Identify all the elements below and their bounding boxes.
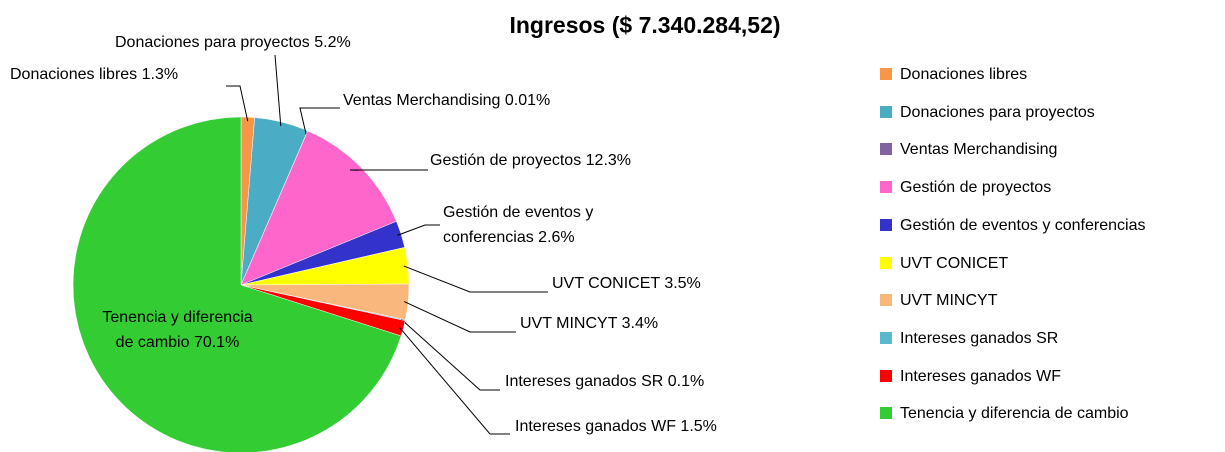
data-label: Donaciones libres 1.3% (10, 66, 179, 83)
legend-label: Intereses ganados SR (900, 329, 1059, 347)
legend-item: Intereses ganados SR (880, 329, 1058, 349)
data-label: UVT CONICET 3.5% (552, 275, 701, 292)
legend-swatch (880, 143, 892, 156)
pie-slice (72, 116, 402, 452)
leader-line (403, 301, 516, 333)
leader-line (397, 224, 440, 236)
legend-label: UVT MINCYT (900, 292, 998, 310)
legend-label: Donaciones libres (900, 66, 1028, 83)
legend-item: Donaciones libres (880, 65, 1027, 85)
legend-item: UVT MINCYT (880, 291, 997, 311)
legend-swatch (880, 68, 892, 80)
legend-label: Donaciones para proyectos (900, 103, 1095, 121)
legend-swatch (880, 181, 892, 194)
legend-swatch (880, 105, 892, 118)
legend-item: Donaciones para proyectos (880, 103, 1095, 123)
leader-line (401, 318, 500, 391)
data-label: Gestión de proyectos 12.3% (430, 152, 632, 169)
legend-label: Tenencia y diferencia de cambio (900, 405, 1129, 423)
legend-swatch (880, 369, 892, 382)
data-label: Donaciones para proyectos 5.2% (115, 34, 351, 51)
data-label: UVT MINCYT 3.4% (520, 315, 659, 332)
legend-label: UVT CONICET (900, 254, 1009, 272)
legend-item: Intereses ganados WF (880, 367, 1061, 387)
leader-line (299, 107, 340, 135)
legend-label: Gestión de proyectos (900, 179, 1052, 197)
pie-slice (240, 130, 397, 286)
legend-item: Gestión de proyectos (880, 178, 1051, 198)
legend-label: Ventas Merchandising (900, 141, 1058, 159)
legend-item: Tenencia y diferencia de cambio (880, 404, 1129, 424)
data-label: Gestión de eventos y conferencias 2.6% (443, 204, 594, 246)
legend-swatch (880, 294, 892, 307)
data-label: Ventas Merchandising 0.01% (343, 92, 551, 109)
data-label: Tenencia y diferencia de cambio 70.1% (102, 309, 253, 351)
leader-line (274, 54, 282, 126)
data-label: Intereses ganados SR 0.1% (505, 373, 705, 390)
chart-title: Ingresos ($ 7.340.284,52) (509, 12, 781, 38)
legend-swatch (880, 407, 892, 420)
legend-label: Gestión de eventos y conferencias (900, 216, 1146, 234)
legend-label: Intereses ganados WF (900, 367, 1061, 385)
data-label: Intereses ganados WF 1.5% (515, 418, 717, 435)
legend-swatch (880, 218, 892, 231)
legend-swatch (880, 256, 892, 269)
legend-item: Ventas Merchandising (880, 140, 1057, 160)
leader-line (399, 327, 510, 435)
legend-item: Gestión de eventos y conferencias (880, 216, 1145, 236)
legend-item: UVT CONICET (880, 254, 1008, 274)
leader-line (226, 85, 249, 122)
legend-swatch (880, 331, 892, 344)
leader-line (403, 265, 548, 293)
